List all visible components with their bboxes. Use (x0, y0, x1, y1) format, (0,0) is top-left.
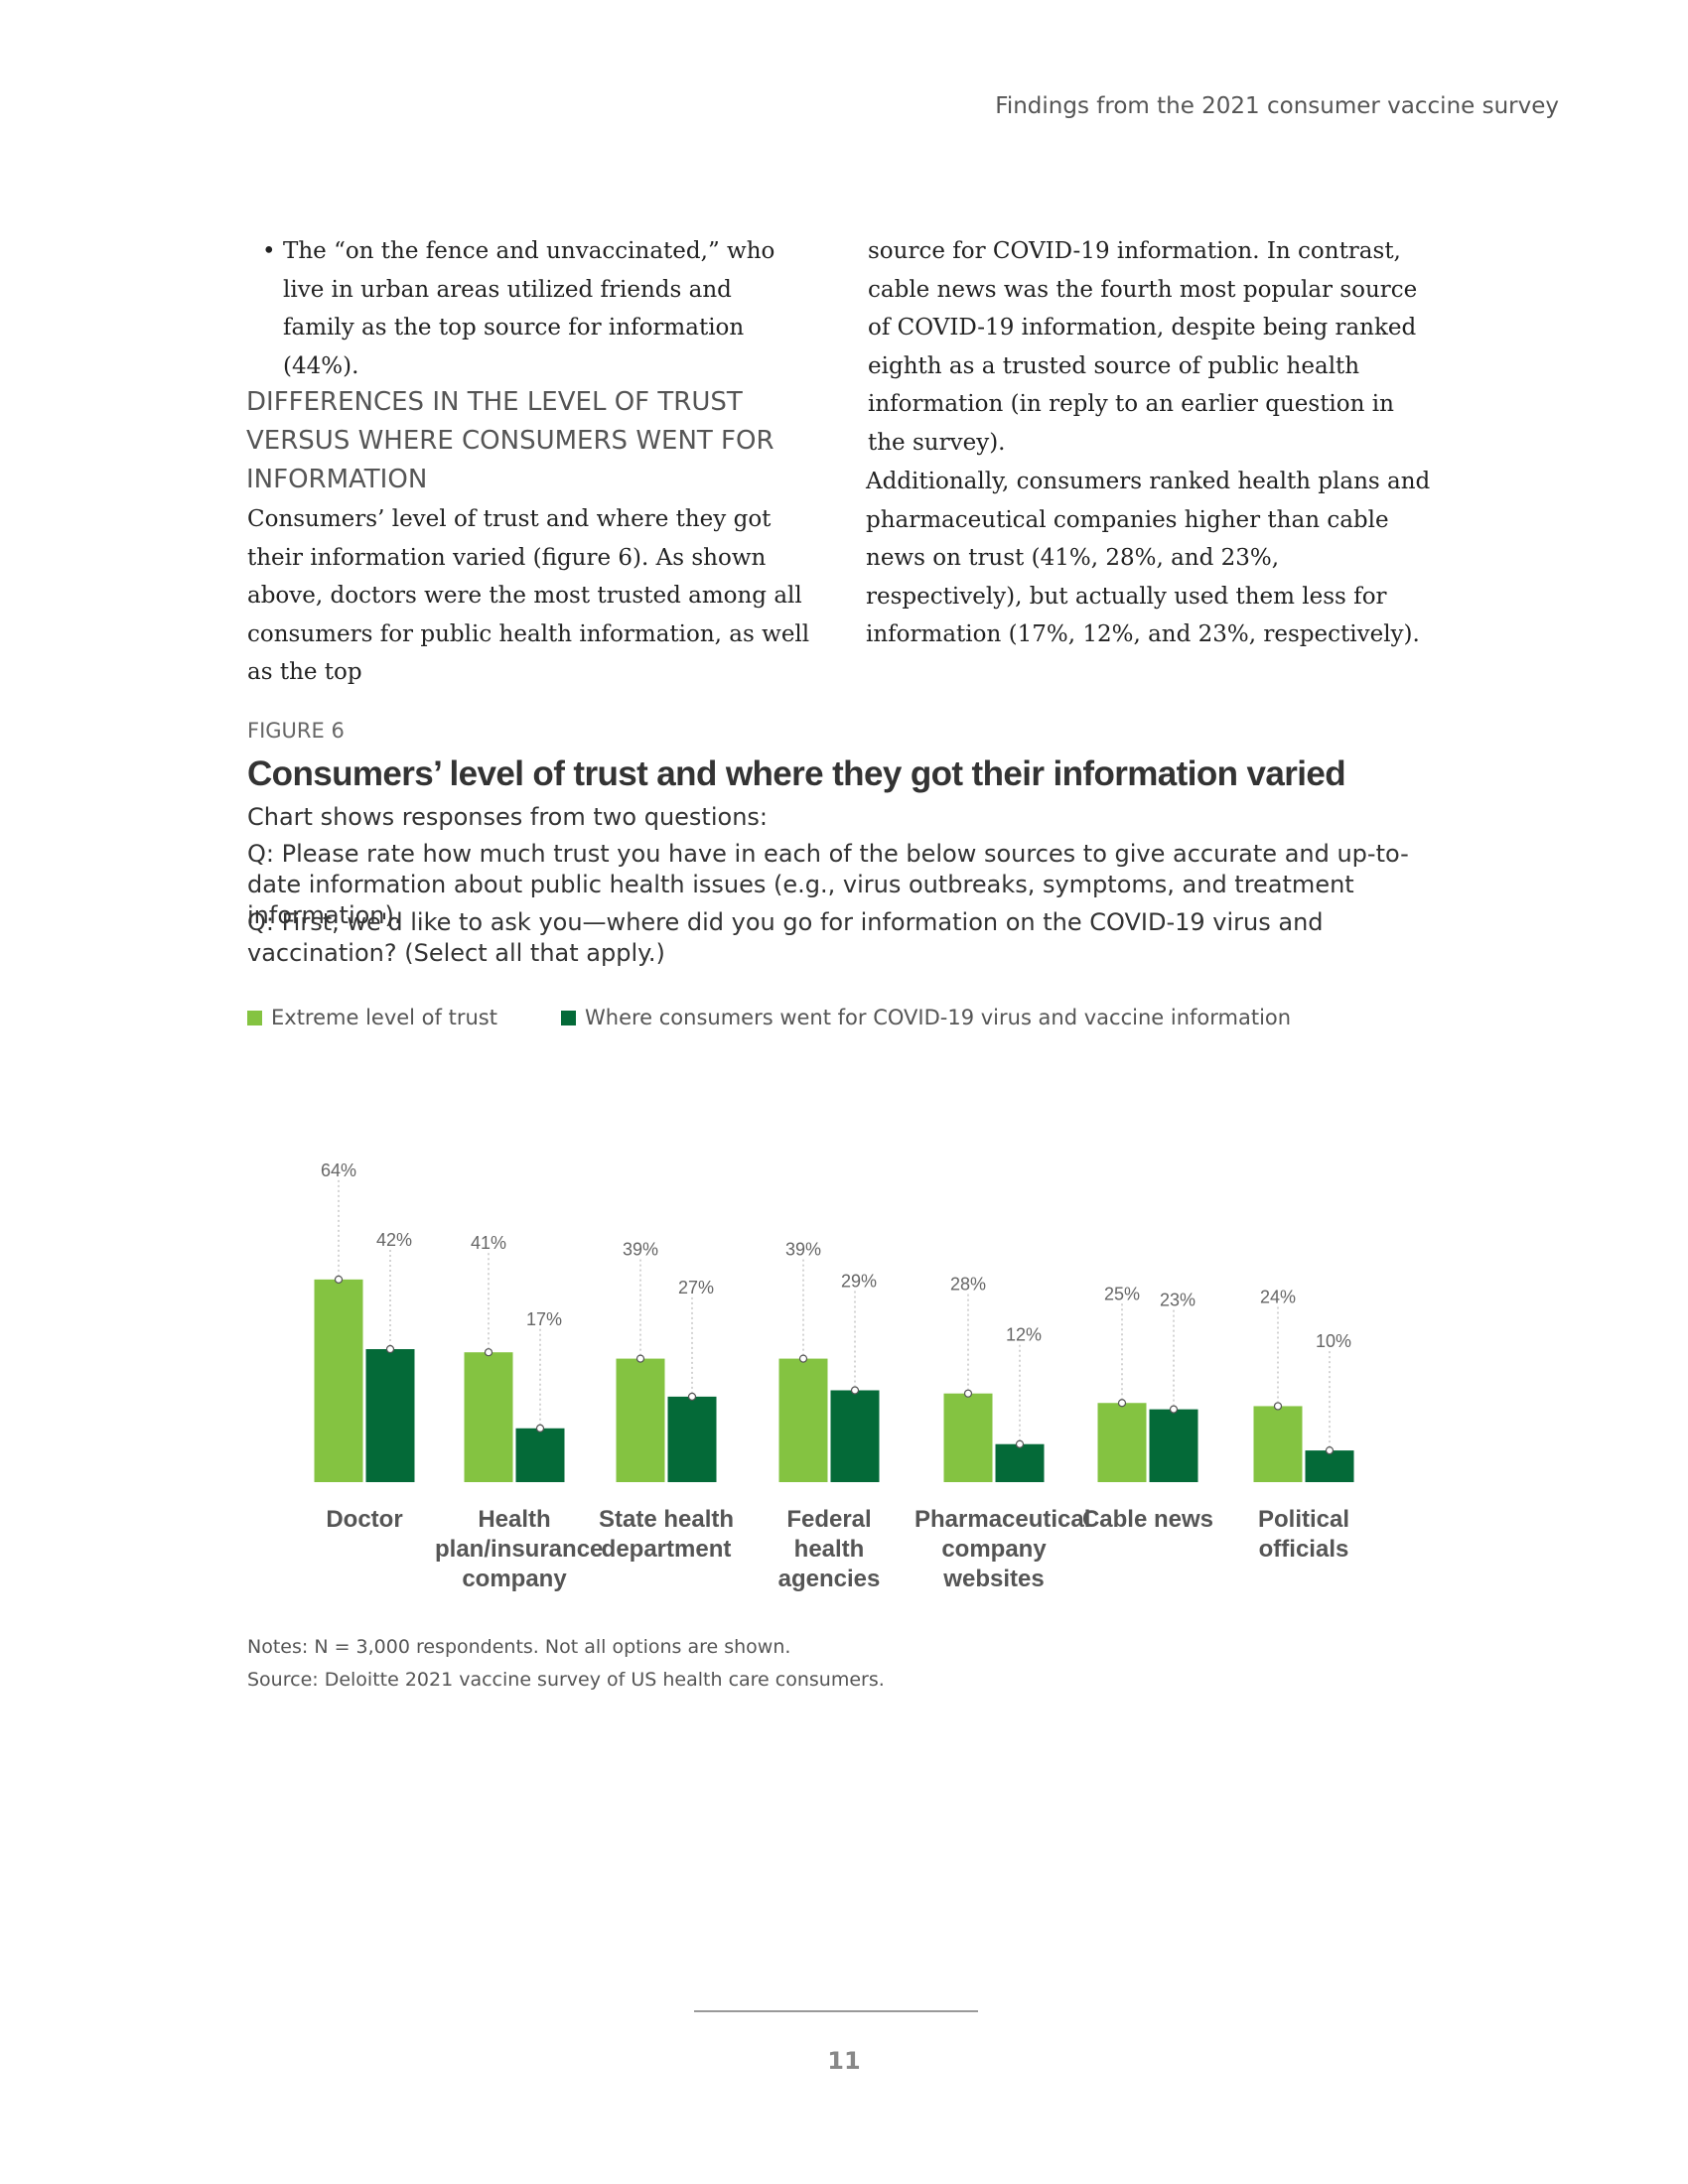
footer-rule (694, 2010, 978, 2012)
value-label: 42% (376, 1230, 412, 1250)
chart: 64% 42% 41% 17% 39% 27% 39% 29% 28% 12% 25% 23% 24% 1… (314, 1160, 1354, 1482)
point-marker (1117, 1399, 1127, 1408)
point-marker (635, 1354, 645, 1363)
page-number: 11 (827, 2047, 861, 2075)
value-label: 10% (1316, 1331, 1351, 1351)
value-label: 29% (841, 1271, 877, 1291)
value-label: 25% (1104, 1284, 1140, 1303)
bar (314, 1279, 363, 1482)
paragraph: source for COVID-19 information. In cont… (868, 238, 1418, 456)
category-label: Doctor (326, 1506, 403, 1533)
bar (995, 1443, 1045, 1482)
paragraph: Consumers’ level of trust and where they… (247, 506, 810, 685)
category-label: Federal health agencies (777, 1506, 881, 1592)
legend-entry: Extreme level of trust (247, 1006, 497, 1029)
note: Notes: N = 3,000 respondents. Not all op… (247, 1636, 791, 1658)
value-label: 64% (321, 1160, 356, 1180)
value-label: 41% (471, 1233, 506, 1253)
figure-subtitle: Chart shows responses from two questions… (247, 803, 768, 831)
point-marker (963, 1389, 973, 1398)
legend-label: Extreme level of trust (271, 1006, 497, 1029)
point-marker (484, 1348, 493, 1357)
bar (1097, 1403, 1147, 1482)
point-marker (798, 1354, 808, 1363)
value-label: 28% (950, 1275, 986, 1295)
point-marker (1325, 1445, 1335, 1455)
point-marker (850, 1386, 860, 1395)
paragraph: Additionally, consumers ranked health pl… (866, 469, 1431, 647)
figure-title: Consumers’ level of trust and where they… (247, 754, 1346, 793)
category-label: Political officials (1257, 1506, 1350, 1563)
bar (667, 1396, 717, 1482)
category-label: State health department (598, 1506, 735, 1563)
question: Q: Please rate how much trust you have i… (247, 840, 1409, 929)
point-marker (687, 1392, 697, 1401)
legend-swatch (561, 1010, 576, 1025)
bullet-mark: • (262, 238, 276, 264)
point-marker (1273, 1402, 1283, 1411)
point-marker (334, 1275, 344, 1284)
bar (616, 1358, 665, 1482)
value-label: 12% (1006, 1325, 1042, 1345)
point-marker (385, 1344, 395, 1354)
point-marker (535, 1424, 545, 1433)
bar (515, 1428, 565, 1482)
section-heading: DIFFERENCES IN THE LEVEL OF TRUST VERSUS… (246, 387, 774, 494)
point-marker (1015, 1439, 1025, 1448)
value-label: 39% (623, 1240, 658, 1260)
bar (1149, 1409, 1198, 1482)
bullet-text: The “on the fence and unvaccinated,” who… (283, 238, 775, 379)
value-label: 27% (678, 1278, 714, 1297)
legend-swatch (247, 1010, 262, 1025)
bar (1305, 1450, 1354, 1482)
bar (464, 1352, 513, 1482)
bar (943, 1393, 993, 1482)
question: Q: First, we'd like to ask you—where did… (247, 908, 1324, 967)
bar (365, 1349, 415, 1482)
running-header: Findings from the 2021 consumer vaccine … (995, 93, 1559, 119)
figure-label: FIGURE 6 (247, 719, 345, 743)
value-label: 23% (1160, 1291, 1196, 1310)
bar (830, 1390, 880, 1482)
value-label: 24% (1260, 1287, 1296, 1306)
bar (778, 1358, 828, 1482)
bar (1253, 1406, 1303, 1482)
note: Source: Deloitte 2021 vaccine survey of … (247, 1669, 885, 1691)
legend-entry: Where consumers went for COVID-19 virus … (561, 1006, 1291, 1029)
category-label: Cable news (1081, 1506, 1214, 1533)
legend-label: Where consumers went for COVID-19 virus … (585, 1006, 1292, 1029)
point-marker (1169, 1405, 1179, 1414)
value-label: 39% (785, 1240, 821, 1260)
category-label: Health plan/insurance company (435, 1506, 604, 1592)
value-label: 17% (526, 1309, 562, 1329)
category-label: Pharmaceutical company websites (914, 1506, 1091, 1592)
